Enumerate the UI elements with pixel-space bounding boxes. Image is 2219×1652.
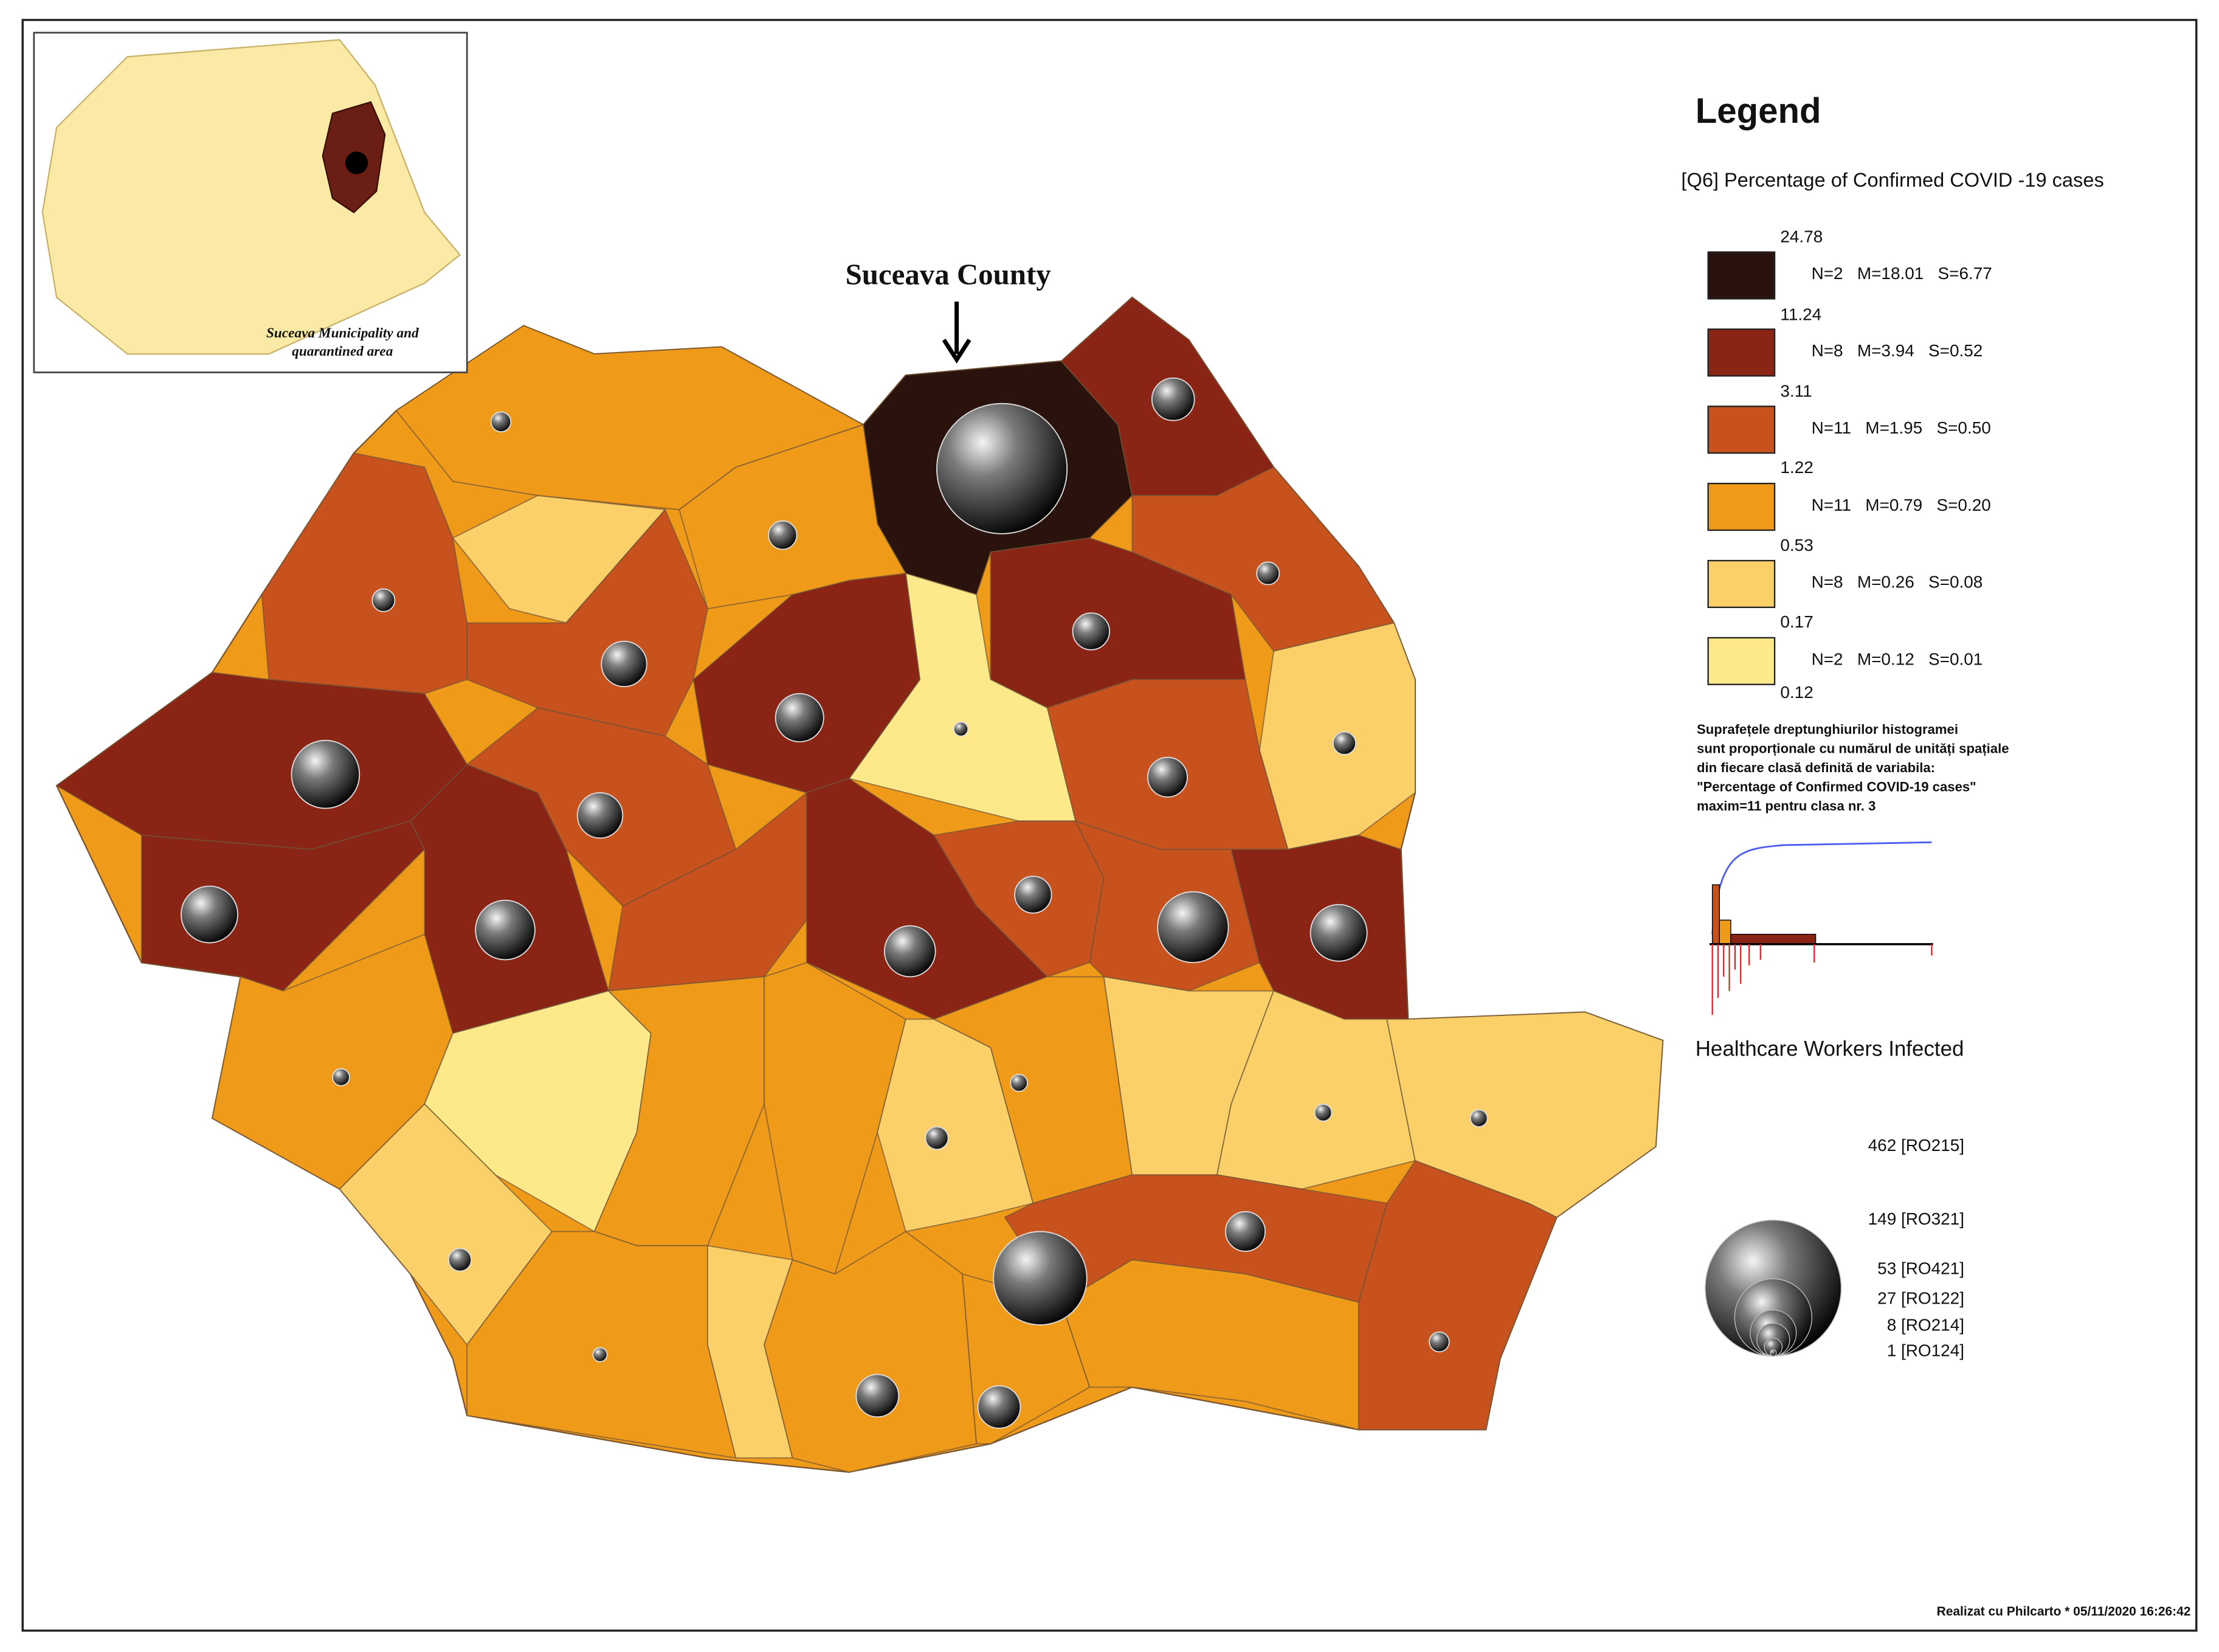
county — [1216, 990, 1416, 1190]
map-bubble — [181, 885, 239, 944]
bubble-legend-label: 462 [RO215] — [1868, 1136, 1964, 1155]
map-bubble — [993, 1231, 1088, 1325]
map-bubble — [977, 1385, 1021, 1429]
map-bubble — [475, 899, 536, 961]
map-bubble — [1310, 904, 1368, 962]
class-swatch — [1707, 406, 1776, 454]
map-bubble — [953, 721, 969, 737]
legend-note: din fiecare clasă definită de variabila: — [1697, 760, 1935, 775]
class-break: 0.53 — [1780, 536, 1813, 555]
map-bubble — [371, 588, 396, 612]
map-bubble — [1332, 731, 1356, 755]
histogram-bar — [1719, 919, 1731, 945]
map-bubble — [1314, 1103, 1333, 1122]
county — [140, 820, 426, 992]
frame — [21, 19, 2198, 1632]
class-swatch — [1707, 483, 1776, 531]
legend-note: maxim=11 pentru clasa nr. 3 — [1697, 798, 1876, 814]
map-bubble — [1014, 876, 1052, 914]
map-bubble — [1224, 1211, 1266, 1252]
county — [764, 1231, 978, 1473]
class-break: 3.11 — [1780, 381, 1812, 400]
legend-note: "Percentage of Confirmed COVID-19 cases" — [1697, 779, 1976, 794]
map-bubble — [447, 1248, 472, 1272]
county — [678, 424, 907, 610]
histogram-rug — [1711, 944, 1933, 1015]
inset-municipality — [345, 151, 368, 175]
map-bubbles — [181, 377, 1488, 1429]
legend: Legend [Q6] Percentage of Confirmed COVI… — [1681, 91, 2103, 1360]
bubble-legend-title: Healthcare Workers Infected — [1696, 1037, 1964, 1061]
bubble-legend-label: 149 [RO321] — [1868, 1209, 1964, 1228]
map-bubble — [936, 403, 1068, 534]
footer: Realizat cu Philcarto * 05/11/2020 16:26… — [1937, 1605, 2191, 1619]
county — [466, 508, 708, 737]
bubble-legend-label: 8 [RO214] — [1887, 1316, 1964, 1335]
bubble-legend-label: 53 [RO421] — [1877, 1259, 1964, 1278]
map-bubble — [592, 1347, 608, 1363]
class-break: 11.24 — [1780, 305, 1821, 324]
map-bubble — [1010, 1074, 1028, 1092]
histogram — [1709, 841, 1933, 1015]
class-break: 0.12 — [1780, 683, 1813, 702]
map-bubble — [775, 693, 824, 742]
class-swatch — [1707, 637, 1776, 685]
class-stats: N=2 M=18.01 S=6.77 — [1812, 264, 1992, 283]
class-stats: N=11 M=0.79 S=0.20 — [1812, 496, 1991, 514]
inset: Suceava Municipality and quarantined are… — [33, 32, 468, 373]
legend-variable: [Q6] Percentage of Confirmed COVID -19 c… — [1681, 169, 2103, 191]
class-swatch — [1707, 328, 1776, 377]
histogram-bar — [1730, 933, 1817, 945]
map-bubble — [1256, 561, 1280, 586]
class-swatch — [1707, 251, 1776, 300]
map-bubble — [1147, 756, 1188, 798]
bubble-legend-label: 27 [RO122] — [1877, 1289, 1964, 1308]
class-stats: N=8 M=3.94 S=0.52 — [1812, 341, 1983, 360]
arrow — [942, 302, 971, 364]
map-bubble — [332, 1068, 350, 1087]
map-bubble — [1151, 377, 1195, 421]
class-stats: N=2 M=0.12 S=0.01 — [1812, 650, 1983, 669]
map-bubble — [601, 640, 647, 688]
class-break: 24.78 — [1780, 227, 1823, 246]
class-swatch — [1707, 559, 1776, 609]
map-bubble — [883, 925, 936, 978]
legend-note: sunt proporționale cu numărul de unități… — [1697, 741, 2009, 756]
map-bubble — [1072, 612, 1110, 651]
bubble-legend-label: 1 [RO124] — [1887, 1341, 1964, 1360]
class-break: 1.22 — [1780, 458, 1813, 477]
histogram-bar — [1711, 884, 1720, 945]
county — [764, 962, 906, 1275]
map-bubble — [576, 792, 624, 839]
legend-title: Legend — [1696, 91, 1821, 131]
map-bubble — [1157, 891, 1229, 964]
county — [1060, 1259, 1359, 1431]
map-bubble — [925, 1126, 949, 1150]
class-stats: N=11 M=1.95 S=0.50 — [1812, 418, 1991, 437]
class-break: 0.17 — [1780, 612, 1813, 631]
map-bubble — [768, 520, 798, 550]
map-bubble — [1429, 1331, 1450, 1353]
legend-note: Suprafețele dreptunghiurilor histogramei — [1697, 722, 1958, 737]
inset-caption: quarantined area — [292, 344, 393, 359]
map-bubble — [490, 411, 512, 433]
map-bubble — [1469, 1109, 1488, 1128]
annotation: Suceava County — [846, 258, 1051, 291]
inset-caption: Suceava Municipality and — [266, 325, 419, 341]
class-stats: N=8 M=0.26 S=0.08 — [1812, 573, 1983, 592]
bubble-legend-mark — [1769, 1349, 1777, 1357]
map-bubble — [855, 1374, 900, 1418]
map-bubble — [291, 739, 361, 809]
